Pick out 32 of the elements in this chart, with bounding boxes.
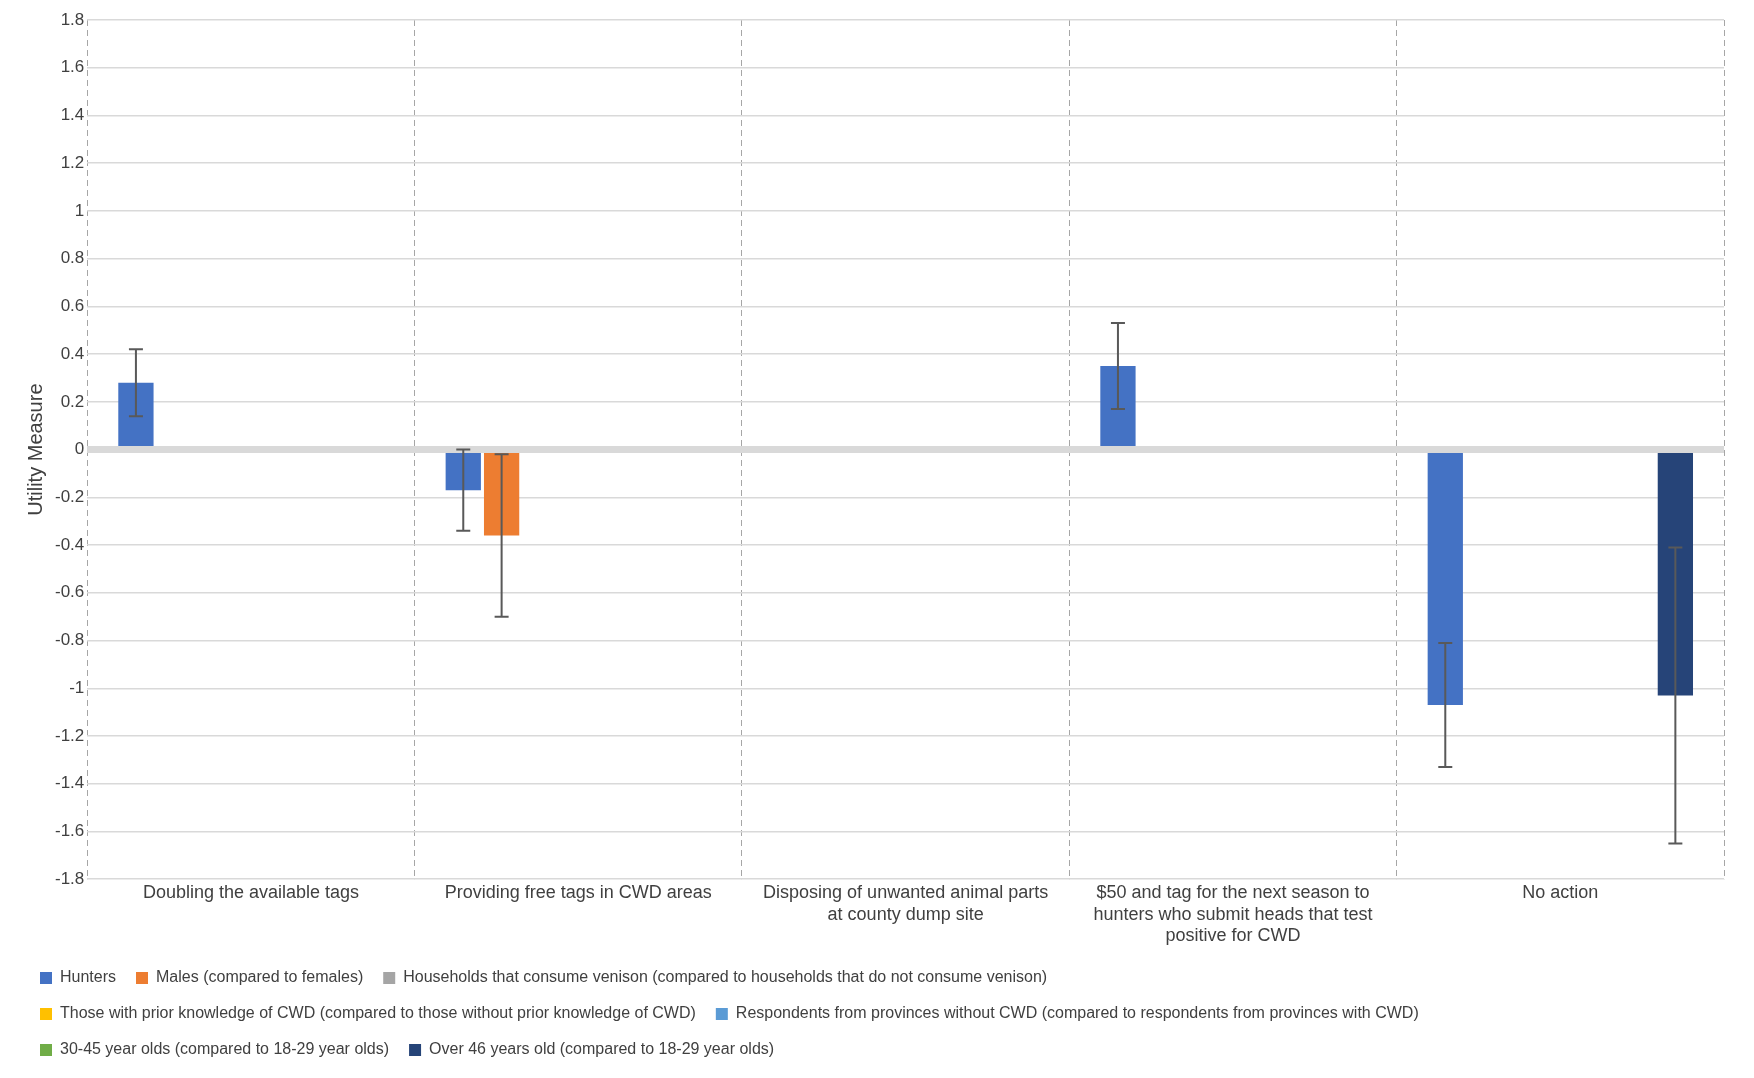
y-tick-label: 1.6 [60,57,85,77]
legend-label: Households that consume venison (compared to households that do not consume venison) [403,968,1048,986]
legend-label: 30-45 year olds (compared to 18-29 year olds) [60,1040,390,1058]
y-tick-label: 1.4 [60,105,85,125]
x-tick-label: Providing free tags in CWD areas [444,881,712,902]
y-tick-label: -1.2 [55,725,85,745]
y-axis-title: Utility Measure [23,383,46,516]
x-tick-label: No action [1522,881,1599,902]
y-tick-label: -0.2 [55,487,85,507]
legend-label: Over 46 years old (compared to 18-29 year olds) [429,1040,775,1058]
y-tick-label: 1.2 [60,152,85,172]
y-tick-label: 0.2 [60,391,85,411]
y-tick-label: -1.8 [55,868,85,888]
x-tick-label: $50 and tag for the next season to hunters who submit heads that test positive for CWD [1093,881,1373,946]
y-tick-label: 1 [74,200,85,220]
y-tick-label: 0 [74,439,85,459]
y-tick-label: 0.8 [60,248,85,268]
y-tick-label: 1.8 [60,9,85,29]
y-tick-label: -0.6 [55,582,85,602]
y-tick-label: -1.6 [55,821,85,841]
y-tick-label: -1 [69,677,85,697]
y-tick-label: -0.8 [55,630,85,650]
x-tick-label: Doubling the available tags [142,881,360,902]
legend-label: Those with prior knowledge of CWD (compared to those without prior knowledge of CWD) [60,1004,696,1022]
x-tick-label: Disposing of unwanted animal parts at county dump site [763,881,1049,924]
legend-label: Respondents from provinces without CWD (compared to respondents from provinces with CWD) [735,1004,1419,1022]
legend-label: Hunters [60,968,117,986]
y-tick-label: 0.6 [60,296,85,316]
legend-label: Males (compared to females) [156,968,364,986]
y-tick-label: 0.4 [60,343,85,363]
y-tick-label: -0.4 [55,534,85,554]
y-tick-label: -1.4 [55,773,85,793]
